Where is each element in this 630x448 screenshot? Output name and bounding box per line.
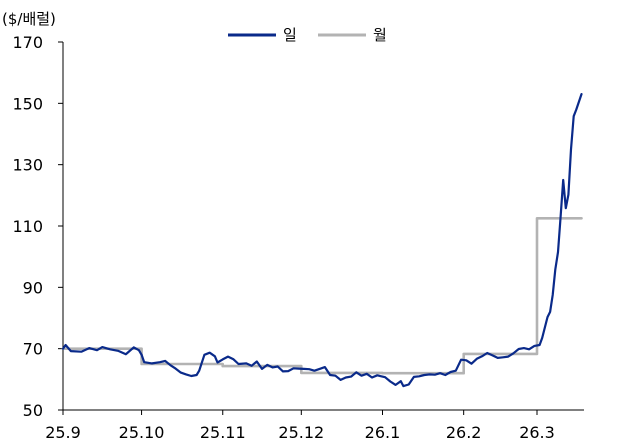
x-tick-label: 25.12 (278, 423, 324, 442)
y-axis-unit-label: ($/배럴) (2, 10, 56, 28)
legend-label-daily: 일 (283, 26, 297, 44)
x-tick-label: 26.1 (365, 423, 401, 442)
series-line-daily (61, 92, 583, 388)
y-tick-label: 110 (12, 217, 43, 236)
x-tick-label: 25.10 (119, 423, 165, 442)
y-tick-label: 150 (12, 94, 43, 113)
y-tick-label: 50 (23, 401, 43, 420)
y-tick-label: 90 (23, 278, 43, 297)
x-tick-label: 25.11 (200, 423, 246, 442)
x-tick-label: 26.3 (519, 423, 555, 442)
x-tick-label: 26.2 (446, 423, 482, 442)
y-tick-label: 170 (12, 33, 43, 52)
legend: 일 월 (228, 26, 387, 44)
y-tick-label: 70 (23, 340, 43, 359)
y-tick-label: 130 (12, 156, 43, 175)
axes: 50 70 90 110 130 150 170 25.9 25.10 25.11 25.12 26.… (12, 33, 584, 442)
x-tick-label: 25.9 (45, 423, 81, 442)
legend-label-monthly: 월 (373, 26, 387, 44)
series-layer (61, 92, 583, 388)
series-line-monthly (61, 217, 583, 375)
